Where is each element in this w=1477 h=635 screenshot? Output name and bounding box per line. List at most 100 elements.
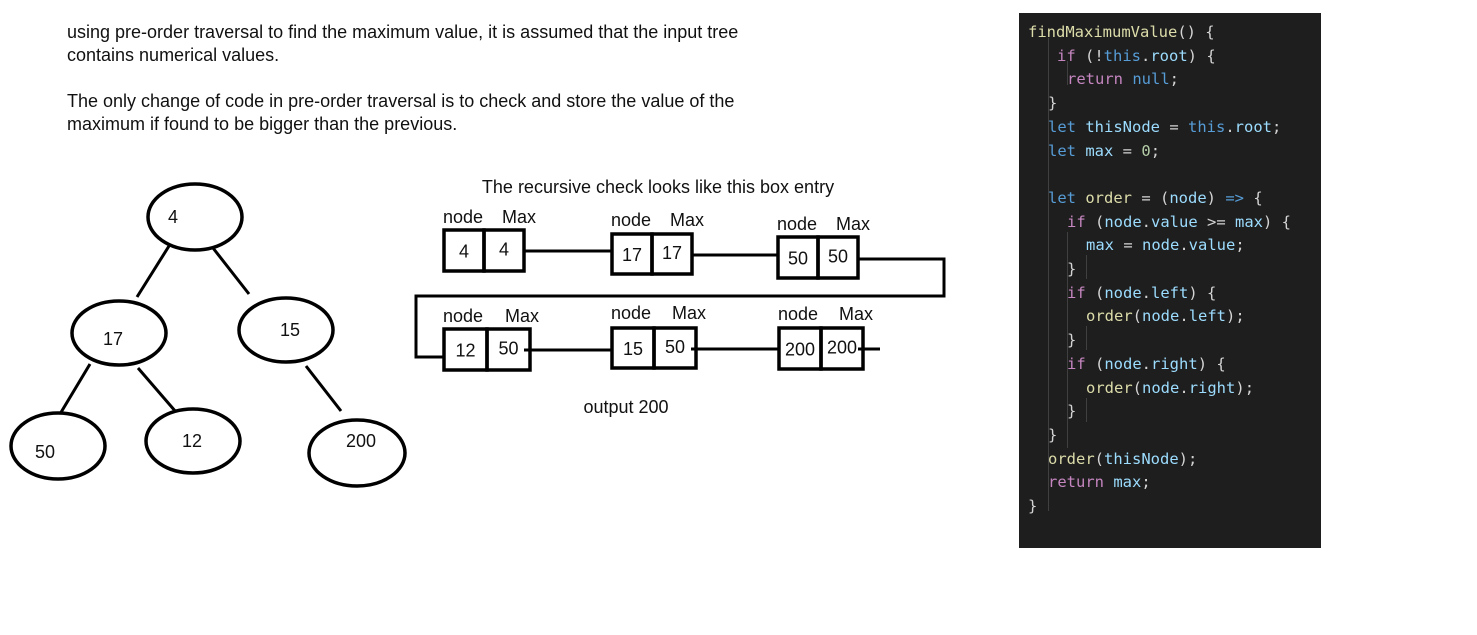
code-token: } (1048, 94, 1058, 113)
step-max-value: 4 (499, 240, 509, 260)
code-token: left (1188, 307, 1227, 326)
code-token: ) { (1187, 46, 1216, 65)
code-token: ; (1141, 473, 1151, 492)
tree-node-circle (70, 299, 168, 367)
code-token: order (1048, 449, 1095, 468)
step-max-value: 50 (828, 247, 848, 267)
recursion-caption: The recursive check looks like this box … (482, 177, 834, 197)
code-token: ; (1150, 141, 1161, 160)
recursion-step: node Max 12 50 (442, 306, 539, 372)
code-token: ); (1235, 378, 1255, 397)
step-max-value: 50 (498, 339, 518, 359)
code-token: node (1142, 378, 1180, 397)
recursion-step: node Max 50 50 (776, 214, 870, 280)
tree-node-label: 12 (182, 431, 202, 451)
code-token: return (1048, 473, 1104, 492)
code-token: = (1160, 117, 1188, 136)
tree-edge (304, 365, 343, 412)
code-token: = (1114, 236, 1142, 255)
code-token: ( (1085, 283, 1105, 302)
code-token: ) { (1188, 283, 1217, 302)
code-line: order(thisNode); (1048, 448, 1197, 471)
code-token: = ( (1132, 188, 1170, 207)
code-token: value (1188, 236, 1236, 255)
code-token: let (1048, 188, 1076, 207)
indent-guide (1067, 232, 1068, 448)
step-node-value: 4 (459, 242, 469, 262)
code-token: 0 (1141, 141, 1151, 160)
code-token: => (1225, 188, 1245, 207)
tree-node-label: 200 (346, 431, 376, 451)
step-header-node: node (778, 304, 818, 324)
code-token: . (1179, 378, 1189, 397)
code-token: node (1142, 236, 1180, 255)
step-max-cell (650, 232, 694, 276)
code-token: ); (1178, 449, 1198, 468)
step-node-value: 12 (455, 341, 475, 361)
code-token: value (1151, 212, 1198, 231)
code-token (1076, 118, 1085, 136)
code-token: if (1067, 283, 1086, 302)
code-token: ) (1206, 188, 1226, 207)
recursion-step: node Max 4 4 (442, 207, 536, 273)
intro-line-1: using pre-order traversal to find the ma… (67, 22, 739, 42)
step-max-value: 17 (662, 243, 682, 263)
code-line: if (node.left) { (1067, 282, 1216, 305)
step-node-value: 15 (623, 339, 643, 359)
code-token: root (1234, 117, 1272, 136)
code-line: order(node.right); (1086, 377, 1254, 400)
binary-tree: 4 17 15 50 12 200 (9, 182, 407, 488)
recursion-step: node Max 15 50 (610, 303, 706, 370)
code-token: let (1048, 141, 1076, 160)
code-line: } (1048, 92, 1057, 115)
intro-line-3: The only change of code in pre-order tra… (67, 91, 735, 111)
recursion-steps: node Max 4 4 node Max 17 17 node Max 50 50 node Max 12… (442, 207, 873, 372)
code-token: ; (1272, 117, 1282, 136)
code-token: max (1235, 212, 1264, 231)
code-token: right (1151, 354, 1198, 373)
code-token: max (1086, 236, 1114, 255)
code-line: let thisNode = this.root; (1048, 116, 1281, 139)
code-token: node (1142, 307, 1180, 326)
code-token: order (1085, 188, 1133, 207)
code-token: ; (1235, 236, 1245, 255)
code-line: max = node.value; (1086, 234, 1245, 257)
code-token: ( (1132, 307, 1143, 326)
code-token: . (1141, 283, 1152, 302)
step-header-node: node (777, 214, 817, 234)
tree-node-label: 50 (35, 442, 55, 462)
code-token: thisNode (1104, 449, 1179, 468)
code-token: thisNode (1085, 117, 1160, 136)
code-token: . (1141, 46, 1151, 65)
code-token: null (1132, 70, 1170, 89)
step-node-value: 17 (622, 245, 642, 265)
tree-node-circle (144, 407, 242, 475)
code-line: if (node.value >= max) { (1067, 211, 1291, 234)
code-token: let (1048, 117, 1076, 136)
step-max-value: 50 (665, 337, 685, 357)
step-max-cell (652, 326, 698, 370)
indent-guide (1086, 255, 1087, 279)
code-token: } (1067, 331, 1077, 350)
indent-guide (1086, 398, 1087, 422)
tree-edge (136, 367, 178, 413)
code-token: (! (1075, 46, 1104, 65)
step-node-value: 200 (785, 340, 815, 360)
code-token: if (1067, 212, 1086, 231)
step-max-cell (816, 235, 860, 280)
code-token: root (1150, 46, 1188, 65)
code-token (1123, 70, 1132, 88)
code-token: ( (1085, 212, 1105, 231)
step-header-max: Max (505, 306, 539, 326)
code-line: order(node.left); (1086, 305, 1245, 328)
code-line: return null; (1067, 68, 1179, 91)
intro-line-2: contains numerical values. (67, 45, 280, 65)
intro-paragraph-1: using pre-order traversal to find the ma… (67, 21, 827, 67)
code-token: max (1085, 141, 1114, 160)
code-panel: findMaximumValue() {if (!this.root) {ret… (1019, 13, 1321, 548)
code-token: } (1028, 497, 1038, 515)
code-token: node (1104, 212, 1142, 231)
code-line: let max = 0; (1048, 140, 1160, 163)
code-line: if (!this.root) { (1057, 45, 1216, 68)
recursion-connectors (414, 249, 946, 359)
